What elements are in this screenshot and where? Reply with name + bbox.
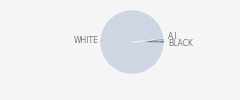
- Text: WHITE: WHITE: [74, 36, 102, 45]
- Text: A.I.: A.I.: [152, 32, 180, 41]
- Text: BLACK: BLACK: [152, 39, 193, 48]
- Wedge shape: [100, 10, 164, 74]
- Wedge shape: [132, 40, 164, 43]
- Wedge shape: [132, 39, 164, 42]
